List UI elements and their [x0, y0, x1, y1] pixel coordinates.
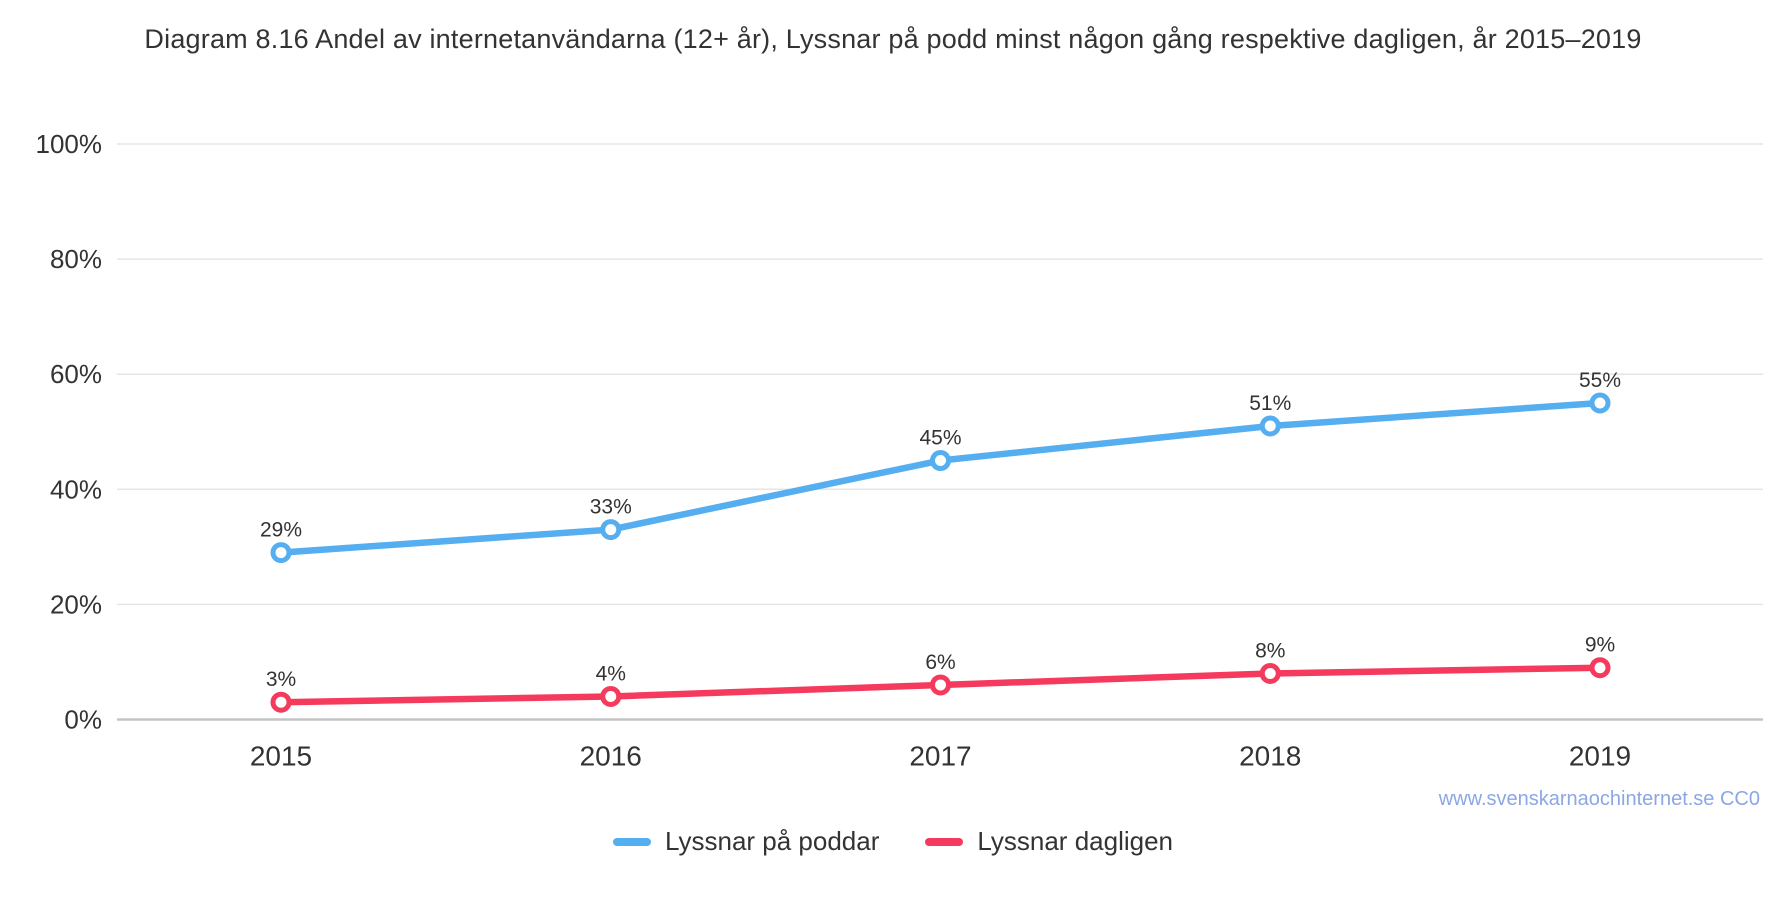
data-point-marker — [1589, 657, 1611, 679]
x-axis-tick-label: 2017 — [909, 741, 971, 772]
legend-swatch-red-icon — [925, 837, 964, 846]
data-point-marker — [1259, 662, 1281, 684]
data-label: 45% — [919, 427, 961, 450]
y-axis-tick-label: 0% — [64, 705, 102, 735]
legend-item-lyssnar-pa-poddar[interactable]: Lyssnar på poddar — [612, 826, 880, 857]
data-point-marker — [1259, 415, 1281, 437]
data-label: 29% — [260, 519, 302, 542]
legend-swatch-blue-icon — [612, 837, 651, 846]
data-label: 3% — [266, 668, 296, 691]
data-point-marker — [930, 674, 951, 696]
legend-label: Lyssnar på poddar — [664, 826, 880, 856]
data-label: 8% — [1255, 639, 1285, 662]
data-label: 55% — [1579, 369, 1621, 392]
data-label: 33% — [590, 496, 632, 519]
data-point-marker — [270, 691, 292, 713]
series-line — [277, 399, 1604, 556]
data-point-marker — [270, 542, 292, 564]
data-label: 51% — [1249, 392, 1291, 415]
data-label: 9% — [1585, 634, 1615, 657]
data-label: 6% — [925, 651, 955, 674]
chart-legend: Lyssnar på poddar Lyssnar dagligen — [0, 826, 1786, 857]
x-axis-tick-label: 2015 — [250, 741, 312, 772]
data-point-marker — [600, 685, 622, 707]
x-axis-tick-label: 2019 — [1569, 741, 1631, 772]
data-point-marker — [600, 519, 622, 541]
data-point-marker — [930, 450, 951, 472]
chart-title: Diagram 8.16 Andel av internetanvändarna… — [144, 24, 1642, 54]
y-axis-tick-label: 100% — [36, 129, 103, 159]
y-axis-tick-label: 20% — [50, 589, 102, 619]
y-axis-tick-label: 60% — [50, 359, 102, 389]
x-axis-tick-label: 2016 — [580, 741, 642, 772]
y-axis-tick-label: 40% — [50, 474, 102, 504]
data-label: 4% — [596, 662, 626, 685]
legend-item-lyssnar-dagligen[interactable]: Lyssnar dagligen — [925, 826, 1173, 857]
legend-label: Lyssnar dagligen — [977, 826, 1173, 856]
watermark-credit: www.svenskarnaochinternet.se CC0 — [1438, 788, 1760, 810]
y-axis-tick-label: 80% — [50, 244, 102, 274]
x-axis-tick-label: 2018 — [1239, 741, 1301, 772]
data-point-marker — [1589, 392, 1611, 414]
